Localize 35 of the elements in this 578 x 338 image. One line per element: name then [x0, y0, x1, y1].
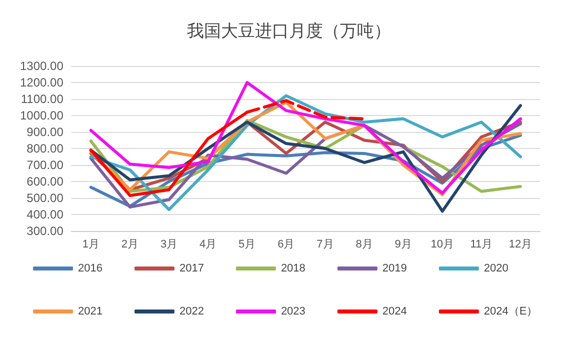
y-tick-label: 1300.00	[20, 59, 64, 73]
y-tick-label: 600.00	[26, 174, 64, 188]
x-tick-label: 8月	[356, 238, 373, 250]
legend-label: 2017	[179, 262, 204, 274]
legend-label: 2021	[78, 306, 102, 318]
x-tick-label: 11月	[470, 238, 493, 250]
x-tick-label: 7月	[316, 238, 334, 250]
y-tick-label: 1100.00	[20, 92, 64, 106]
legend-label: 2024（E）	[484, 306, 538, 318]
legend-label: 2016	[78, 262, 102, 274]
chart-title: 我国大豆进口月度（万吨）	[187, 22, 391, 42]
y-tick-label: 800.00	[26, 142, 64, 156]
y-tick-label: 900.00	[26, 125, 64, 139]
x-tick-label: 6月	[278, 238, 295, 250]
y-tick-label: 1200.00	[20, 76, 64, 90]
x-tick-label: 5月	[238, 238, 256, 250]
legend-label: 2024	[382, 306, 407, 318]
y-tick-label: 300.00	[26, 224, 64, 238]
legend-label: 2022	[179, 306, 204, 318]
x-tick-label: 10月	[430, 238, 454, 250]
legend-label: 2018	[280, 262, 306, 274]
x-tick-label: 1月	[82, 238, 100, 250]
line-series	[89, 81, 522, 195]
x-tick-label: 12月	[508, 238, 532, 250]
y-tick-label: 500.00	[26, 191, 64, 205]
legend-label: 2023	[280, 306, 306, 318]
x-tick-label: 2月	[121, 238, 139, 250]
y-tick-label: 700.00	[26, 158, 64, 172]
x-tick-label: 9月	[394, 238, 412, 250]
legend-label: 2019	[382, 262, 407, 274]
y-tick-label: 1000.00	[20, 108, 64, 122]
y-tick-label: 400.00	[26, 208, 64, 222]
x-tick-label: 4月	[199, 238, 217, 250]
legend-label: 2020	[484, 262, 508, 274]
x-tick-label: 3月	[160, 238, 178, 250]
